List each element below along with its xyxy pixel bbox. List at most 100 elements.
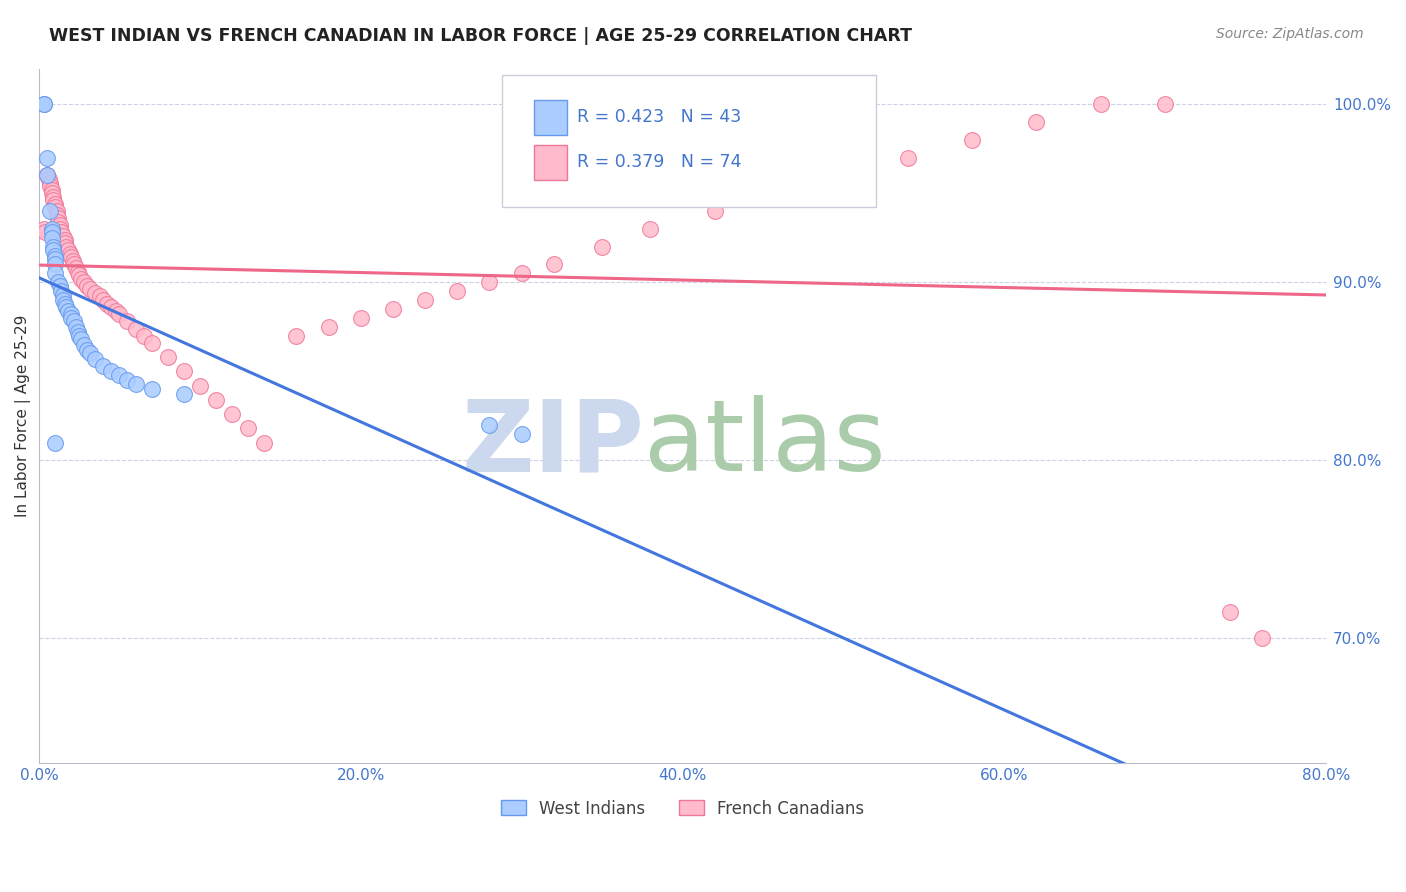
FancyBboxPatch shape [534,100,567,135]
Point [41,222,63,236]
Point [56,303,79,318]
Text: ZIP: ZIP [461,395,644,492]
Point [173,387,195,401]
Y-axis label: In Labor Force | Age 25-29: In Labor Force | Age 25-29 [15,315,31,517]
Point [124,376,146,391]
Point [35,169,58,183]
Point [1154,97,1177,112]
Point [79,346,101,360]
Point [69,332,91,346]
Point [105,303,128,318]
Point [66,325,89,339]
Point [478,275,501,289]
Point [381,301,404,316]
Point [253,435,276,450]
Point [60,307,83,321]
Point [46,275,69,289]
Point [221,407,243,421]
Point [46,215,69,229]
Point [60,310,83,325]
Point [42,190,65,204]
Point [52,293,75,307]
Point [39,204,62,219]
Point [1025,115,1047,129]
Point [510,426,533,441]
Point [45,204,67,219]
Point [44,257,66,271]
Point [1090,97,1112,112]
Point [960,133,983,147]
Point [53,232,76,246]
Point [45,208,67,222]
Point [832,169,855,183]
Point [53,235,76,250]
Point [51,284,73,298]
Point [413,293,436,307]
Point [76,343,98,357]
Point [39,176,62,190]
Text: R = 0.423   N = 43: R = 0.423 N = 43 [576,108,741,126]
Point [42,243,65,257]
Point [76,278,98,293]
Point [100,364,122,378]
Point [89,289,111,303]
Point [67,328,90,343]
Point [39,179,62,194]
Point [79,282,101,296]
Point [141,335,163,350]
Point [63,257,86,271]
Point [67,268,90,282]
Point [188,378,211,392]
Point [56,243,79,257]
Point [124,321,146,335]
Legend: West Indians, French Canadians: West Indians, French Canadians [495,793,870,824]
Point [84,285,107,300]
Point [897,151,920,165]
Point [73,337,96,351]
Point [1218,605,1240,619]
Point [156,350,179,364]
Point [318,319,340,334]
Point [63,314,86,328]
Point [65,319,87,334]
Point [285,328,308,343]
Point [32,97,55,112]
Point [65,260,87,275]
Point [91,359,114,373]
Point [44,266,66,280]
Point [44,197,66,211]
Point [55,300,77,314]
Point [35,169,58,183]
Point [132,328,155,343]
Point [44,252,66,266]
Point [478,417,501,432]
Point [46,211,69,226]
Point [100,300,122,314]
Point [38,172,60,186]
Point [41,186,63,201]
Point [640,222,662,236]
Point [52,287,75,301]
FancyBboxPatch shape [502,76,876,208]
Point [41,226,63,240]
Point [108,307,131,321]
Point [32,97,55,112]
Point [510,266,533,280]
Point [49,222,72,236]
Point [53,296,76,310]
Point [69,271,91,285]
Point [44,201,66,215]
Point [60,250,83,264]
Point [1250,632,1272,646]
Point [543,257,565,271]
Point [173,364,195,378]
Point [84,351,107,366]
Point [141,382,163,396]
Point [35,151,58,165]
FancyBboxPatch shape [534,145,567,179]
Text: WEST INDIAN VS FRENCH CANADIAN IN LABOR FORCE | AGE 25-29 CORRELATION CHART: WEST INDIAN VS FRENCH CANADIAN IN LABOR … [49,27,912,45]
Point [446,284,468,298]
Point [58,246,80,260]
Text: atlas: atlas [644,395,886,492]
Point [205,392,228,407]
